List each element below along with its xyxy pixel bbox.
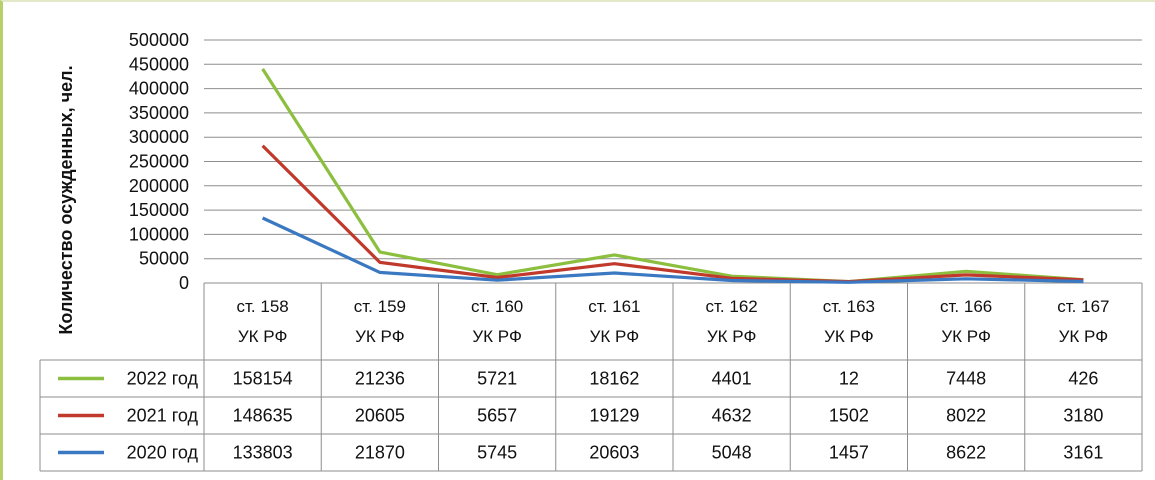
y-tick-label: 350000: [129, 103, 189, 123]
data-cell: 158154: [233, 369, 293, 389]
data-cell: 1457: [829, 443, 869, 463]
y-tick-label: 500000: [129, 30, 189, 50]
category-label: ст. 162: [706, 297, 758, 316]
data-cell: 12: [839, 369, 859, 389]
y-tick-label: 250000: [129, 152, 189, 172]
data-cell: 4401: [712, 369, 752, 389]
data-cell: 21870: [355, 443, 405, 463]
category-label: ст. 167: [1057, 297, 1109, 316]
category-label: УК РФ: [1059, 327, 1109, 346]
data-cell: 5657: [477, 406, 517, 426]
data-cell: 19129: [589, 406, 639, 426]
data-cell: 8622: [946, 443, 986, 463]
data-cell: 1502: [829, 406, 869, 426]
series-name: 2020 год: [127, 443, 199, 463]
series-line: [261, 144, 1084, 284]
data-cell: 20605: [355, 406, 405, 426]
data-cell: 7448: [946, 369, 986, 389]
category-label: ст. 159: [354, 297, 406, 316]
data-cell: 3161: [1063, 443, 1103, 463]
y-tick-label: 300000: [129, 127, 189, 147]
y-tick-label: 50000: [139, 249, 189, 269]
category-label: ст. 158: [237, 297, 289, 316]
data-cell: 5048: [712, 443, 752, 463]
category-label: ст. 166: [940, 297, 992, 316]
category-label: УК РФ: [590, 327, 640, 346]
y-axis-label: Количество осужденных, чел.: [56, 65, 76, 334]
category-label: УК РФ: [824, 327, 874, 346]
y-tick-labels: 0 50000 100000 150000 200000 250000 300000 3500…: [129, 30, 189, 293]
data-cell: 5721: [477, 369, 517, 389]
series-name: 2021 год: [127, 406, 199, 426]
category-label: ст. 160: [471, 297, 523, 316]
category-label: УК РФ: [707, 327, 757, 346]
series-line: [261, 68, 1084, 284]
data-cell: 426: [1068, 369, 1098, 389]
data-cell: 5745: [477, 443, 517, 463]
series-lines: [261, 68, 1084, 284]
y-tick-label: 400000: [129, 79, 189, 99]
data-cell: 21236: [355, 369, 405, 389]
data-cell: 18162: [589, 369, 639, 389]
category-label: ст. 163: [823, 297, 875, 316]
gridlines: [204, 39, 1142, 284]
y-tick-label: 450000: [129, 54, 189, 74]
series-name: 2022 год: [127, 369, 199, 389]
category-label: УК РФ: [941, 327, 991, 346]
y-tick-label: 100000: [129, 224, 189, 244]
y-tick-label: 0: [179, 273, 189, 293]
data-cell: 133803: [233, 443, 293, 463]
data-table: ст. 158 УК РФ ст. 159 УК РФ ст. 160 УК РФ ст. …: [39, 283, 1143, 472]
category-label: УК РФ: [238, 327, 288, 346]
data-cell: 20603: [589, 443, 639, 463]
data-cell: 4632: [712, 406, 752, 426]
category-label: УК РФ: [472, 327, 522, 346]
y-tick-label: 200000: [129, 176, 189, 196]
data-cell: 8022: [946, 406, 986, 426]
y-tick-label: 150000: [129, 200, 189, 220]
data-cell: 3180: [1063, 406, 1103, 426]
data-cell: 148635: [233, 406, 293, 426]
category-label: ст. 161: [588, 297, 640, 316]
category-label: УК РФ: [355, 327, 405, 346]
series-line: [261, 216, 1084, 284]
